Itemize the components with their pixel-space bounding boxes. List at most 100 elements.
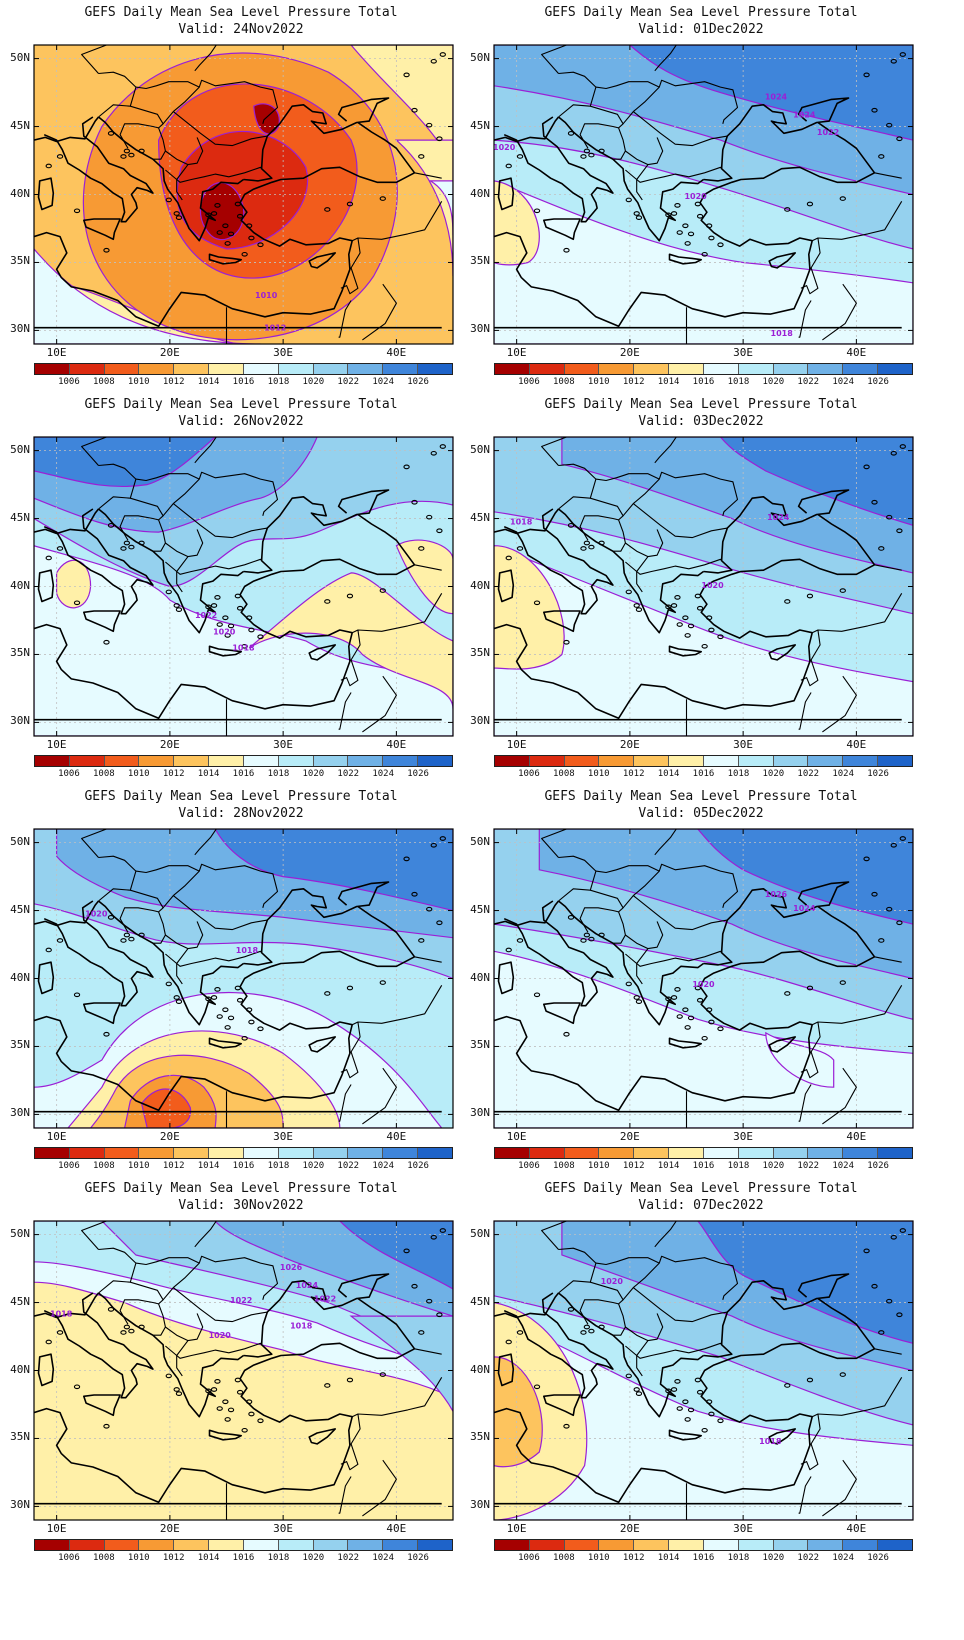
country-border — [162, 79, 279, 125]
colorbar-swatch — [703, 756, 739, 766]
colorbar-level-label: 1014 — [197, 377, 220, 387]
island — [890, 1234, 897, 1240]
island — [214, 595, 221, 600]
colorbar-level-label: 1008 — [552, 1553, 575, 1563]
country-border — [162, 863, 279, 909]
colorbar-level-label: 1020 — [302, 377, 325, 387]
lat-label: 30N — [470, 1498, 490, 1512]
lat-label: 40N — [10, 578, 30, 592]
island — [784, 991, 791, 996]
coastline — [557, 508, 704, 634]
coastline — [494, 905, 876, 1112]
country-border — [81, 1221, 107, 1250]
country-border — [349, 1413, 361, 1446]
lon-label: 20E — [159, 738, 180, 751]
coastline — [43, 1292, 154, 1399]
island — [236, 997, 244, 1003]
colorbar-level-label: 1020 — [302, 1553, 325, 1563]
coastline — [208, 1037, 242, 1049]
island — [227, 231, 235, 237]
island — [103, 247, 110, 253]
country-border — [349, 1021, 361, 1054]
island — [439, 444, 446, 449]
coastline — [308, 644, 336, 661]
colorbar-level-label: 1006 — [58, 377, 80, 387]
country-border — [81, 437, 107, 466]
island — [871, 891, 878, 897]
country-border — [632, 895, 728, 931]
island — [73, 1384, 81, 1390]
lon-label: 10E — [506, 1522, 527, 1535]
coastline — [494, 508, 560, 535]
island — [674, 987, 681, 992]
colorbar-swatch — [878, 1148, 912, 1158]
country-border — [798, 1476, 812, 1514]
island — [324, 991, 331, 996]
island — [701, 1427, 708, 1433]
country-border — [351, 985, 443, 1026]
island — [863, 856, 870, 862]
island — [222, 615, 229, 621]
lon-label: 40E — [386, 1522, 407, 1535]
coastline — [503, 508, 614, 615]
contour-label: 1012 — [264, 324, 286, 333]
island — [682, 615, 689, 621]
panel-title: GEFS Daily Mean Sea Level Pressure Total — [544, 5, 858, 20]
contour-label: 1024 — [765, 93, 788, 102]
coastline — [43, 900, 154, 1007]
colorbar-swatch — [529, 1148, 565, 1158]
coastline — [34, 121, 416, 328]
island — [598, 1324, 605, 1330]
island — [674, 595, 681, 600]
colorbar-level-label: 1006 — [58, 1553, 80, 1563]
island — [670, 995, 678, 1000]
country-border — [595, 473, 660, 482]
country-border — [809, 1413, 821, 1446]
colorbar — [494, 363, 913, 375]
coastline — [494, 1292, 560, 1319]
country-border — [162, 471, 279, 517]
colorbar-level-label: 1022 — [797, 769, 820, 779]
country-border — [811, 593, 903, 634]
panel-valid-date: Valid: 30Nov2022 — [178, 1198, 304, 1213]
island — [871, 1283, 878, 1289]
country-border — [809, 629, 821, 662]
coastline — [34, 116, 100, 143]
country-border — [811, 1377, 903, 1418]
island — [886, 514, 893, 520]
colorbar-swatch — [174, 756, 210, 766]
colorbar-swatch — [773, 756, 809, 766]
lat-label: 30N — [10, 1498, 30, 1512]
country-border — [130, 1281, 166, 1336]
colorbar-level-label: 1012 — [622, 377, 645, 387]
country-border — [625, 150, 649, 166]
island — [806, 201, 814, 207]
island — [107, 1306, 115, 1312]
colorbar-level-label: 1018 — [727, 1161, 750, 1171]
colorbar-swatch — [209, 1540, 244, 1550]
pressure-map: 1026 1024 1020 — [493, 828, 914, 1129]
country-border — [632, 111, 728, 147]
contour-label: 1022 — [230, 1296, 252, 1305]
island — [56, 546, 64, 551]
colorbar-swatch — [243, 756, 279, 766]
coastline — [83, 1394, 121, 1417]
colorbar-level-label: 1014 — [657, 1161, 680, 1171]
country-border — [590, 889, 626, 944]
island — [665, 212, 672, 218]
country-border — [798, 692, 812, 730]
colorbar-swatch — [773, 1148, 809, 1158]
island — [216, 1406, 223, 1411]
island — [224, 1025, 231, 1030]
country-border — [590, 105, 626, 160]
colorbar-swatch — [383, 756, 419, 766]
coastline — [37, 961, 55, 995]
pressure-region-1018 — [494, 180, 913, 344]
island — [227, 1407, 235, 1413]
colorbar-swatch — [418, 1540, 452, 1550]
country-border — [172, 1287, 268, 1323]
colorbar-swatch — [139, 1148, 175, 1158]
coastline — [34, 1292, 100, 1319]
panel-title: GEFS Daily Mean Sea Level Pressure Total — [544, 789, 858, 804]
coastline — [34, 1297, 416, 1504]
